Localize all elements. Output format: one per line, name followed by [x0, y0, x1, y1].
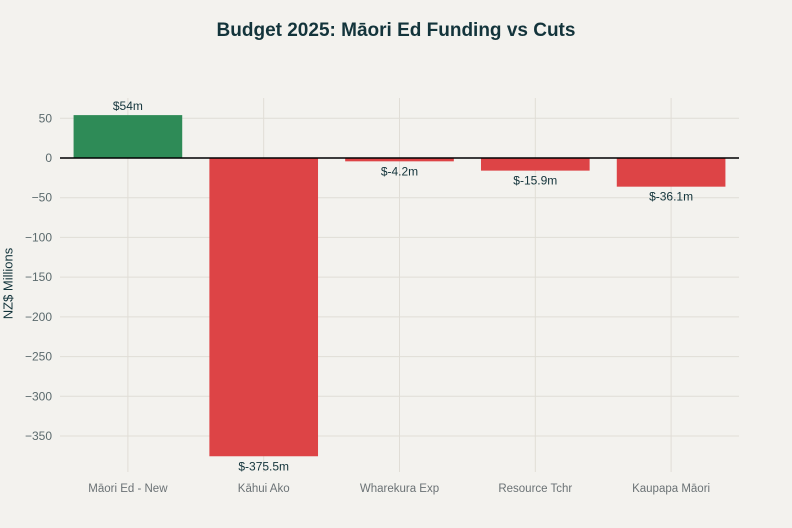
- bar-negative: [480, 158, 590, 171]
- x-tick-label: Resource Tchr: [498, 483, 572, 495]
- y-tick-label: −250: [25, 350, 52, 364]
- x-tick-label: Kāhui Ako: [238, 483, 290, 495]
- y-tick-label: −200: [25, 310, 52, 324]
- y-tick-label: −100: [25, 230, 52, 244]
- x-tick-label: Wharekura Exp: [360, 483, 439, 495]
- y-tick-label: −150: [25, 270, 52, 284]
- data-label: $-375.5m: [238, 459, 289, 473]
- bar-negative: [616, 158, 726, 187]
- y-tick-label: 0: [45, 151, 52, 165]
- data-label: $-4.2m: [381, 164, 418, 178]
- bar-negative: [209, 158, 319, 457]
- data-label: $54m: [113, 99, 143, 113]
- data-label: $-15.9m: [513, 174, 557, 188]
- x-tick-label: Kaupapa Māori: [632, 483, 710, 495]
- y-tick-label: −350: [25, 429, 52, 443]
- bar-negative: [345, 158, 454, 162]
- y-tick-label: −300: [25, 389, 52, 403]
- bar-positive: [73, 115, 183, 158]
- x-tick-label: Māori Ed - New: [88, 483, 168, 495]
- chart-title: Budget 2025: Māori Ed Funding vs Cuts: [216, 20, 576, 41]
- data-label: $-36.1m: [649, 190, 693, 204]
- y-tick-label: 50: [39, 111, 53, 125]
- y-tick-label: −50: [32, 191, 53, 205]
